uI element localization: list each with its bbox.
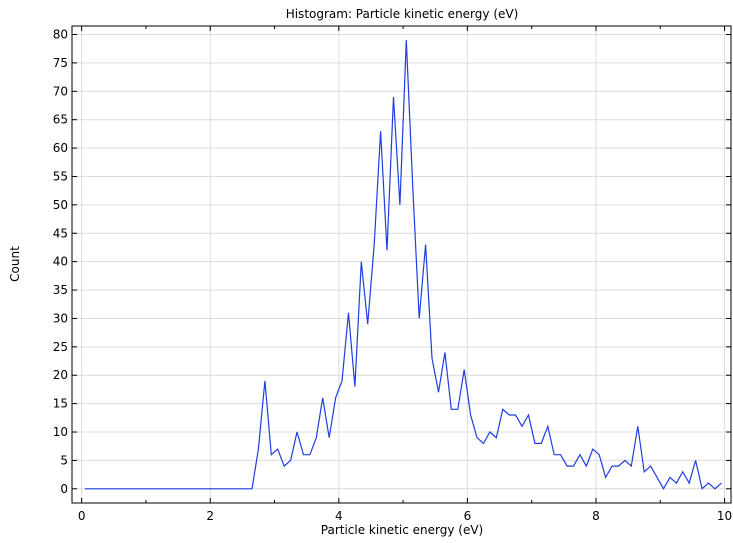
y-tick-label: 75 [53, 56, 68, 70]
plot-frame [71, 25, 732, 504]
y-tick-label: 10 [53, 425, 68, 439]
grid-lines [72, 26, 731, 503]
series-line [84, 40, 722, 491]
y-tick-label: 65 [53, 113, 68, 127]
y-tick-label: 50 [53, 198, 68, 212]
x-axis-label: Particle kinetic energy (eV) [321, 523, 483, 537]
y-tick-label: 45 [53, 226, 68, 240]
y-tick-label: 60 [53, 141, 68, 155]
y-tick-label: 80 [53, 28, 68, 42]
x-tick-labels: 0 2 4 6 8 10 [78, 509, 732, 523]
axis-ticks [72, 26, 731, 503]
x-tick-label: 2 [206, 509, 214, 523]
y-tick-label: 35 [53, 283, 68, 297]
x-tick-label: 10 [717, 509, 732, 523]
y-tick-label: 5 [60, 453, 68, 467]
y-tick-label: 25 [53, 340, 68, 354]
x-tick-label: 8 [592, 509, 600, 523]
chart-title: Histogram: Particle kinetic energy (eV) [286, 7, 519, 21]
series-group [84, 40, 722, 491]
x-tick-label: 4 [335, 509, 343, 523]
y-axis-label: Count [8, 246, 22, 282]
y-tick-label: 70 [53, 84, 68, 98]
x-tick-label: 0 [78, 509, 86, 523]
y-tick-label: 15 [53, 397, 68, 411]
y-tick-label: 55 [53, 169, 68, 183]
y-tick-label: 0 [60, 482, 68, 496]
y-tick-label: 30 [53, 311, 68, 325]
x-tick-label: 6 [464, 509, 472, 523]
y-tick-label: 40 [53, 255, 68, 269]
y-tick-label: 20 [53, 368, 68, 382]
y-tick-labels: 0 5 10 15 20 25 30 35 40 45 50 55 60 65 70 75 80 [53, 28, 68, 496]
